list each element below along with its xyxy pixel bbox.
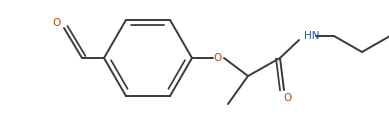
Text: O: O	[284, 93, 292, 103]
Text: O: O	[214, 53, 222, 63]
Text: HN: HN	[304, 31, 319, 41]
Text: O: O	[53, 18, 61, 28]
